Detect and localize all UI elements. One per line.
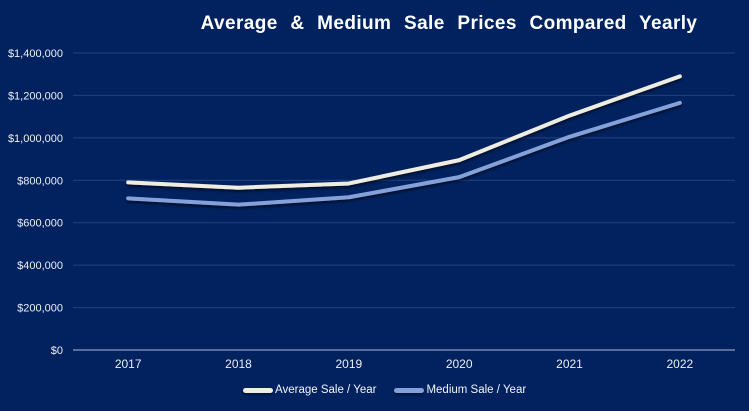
legend-line-swatch-medium-icon — [394, 387, 425, 393]
y-axis-tick-label: $600,000 — [17, 218, 63, 230]
y-axis-tick-label: $1,400,000 — [8, 48, 63, 60]
x-axis-tick-label: 2018 — [225, 357, 252, 371]
y-axis-tick-label: $0 — [51, 345, 63, 357]
x-axis-tick-label: 2020 — [446, 357, 473, 371]
legend-label-medium: Medium Sale / Year — [426, 384, 527, 396]
legend-label-average: Average Sale / Year — [275, 384, 377, 396]
x-axis-tick-label: 2019 — [335, 357, 362, 371]
y-axis-tick-label: $400,000 — [17, 260, 63, 272]
x-axis-tick-label: 2017 — [115, 357, 142, 371]
x-axis-tick-label: 2022 — [666, 357, 693, 371]
y-axis-tick-label: $200,000 — [17, 303, 63, 315]
series-line-average — [126, 74, 682, 190]
y-axis-tick-label: $1,000,000 — [8, 133, 63, 145]
x-axis-tick-label: 2021 — [556, 357, 583, 371]
series-line-medium — [126, 100, 682, 207]
chart-legend: Average Sale / Year Medium Sale / Year — [243, 384, 526, 396]
y-axis-tick-label: $1,200,000 — [8, 90, 63, 102]
legend-item-medium: Medium Sale / Year — [394, 384, 526, 396]
chart-title: Average & Medium Sale Prices Compared Ye… — [200, 13, 698, 34]
y-axis-tick-label: $800,000 — [17, 175, 63, 187]
legend-line-swatch-average-icon — [243, 387, 273, 393]
legend-item-average: Average Sale / Year — [243, 384, 376, 396]
